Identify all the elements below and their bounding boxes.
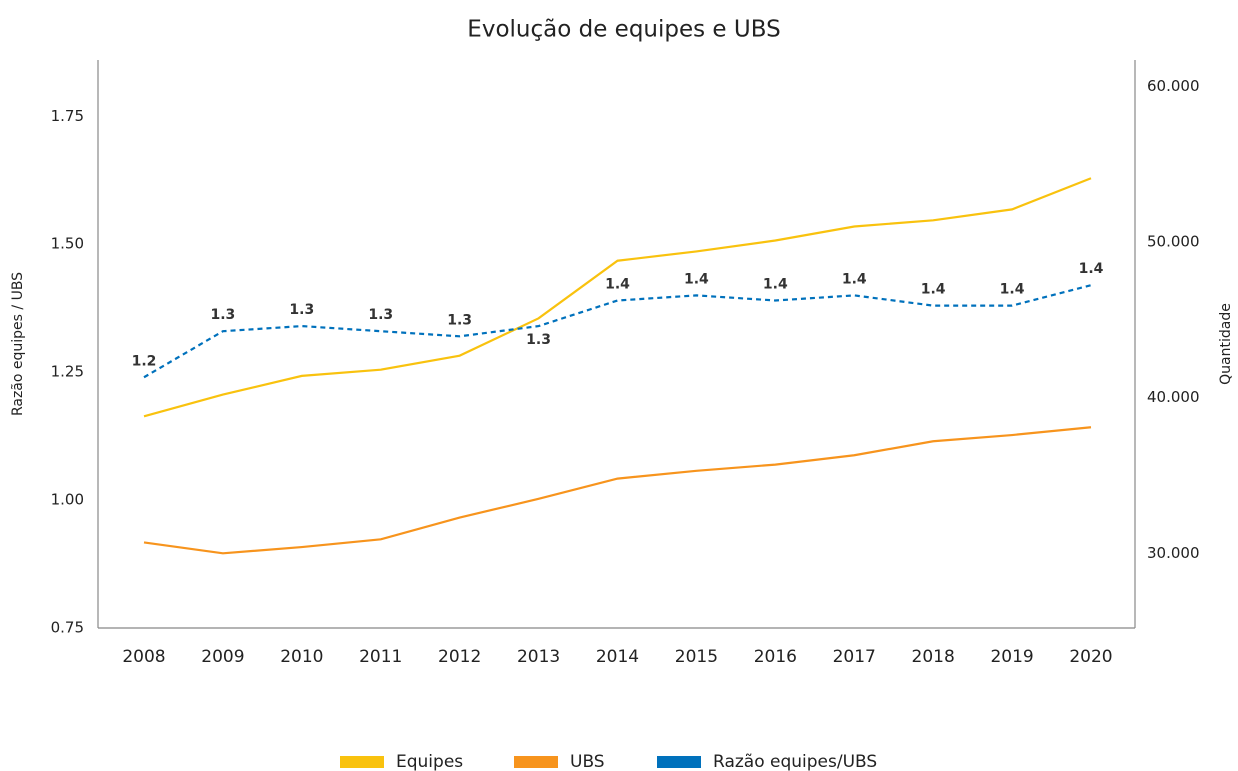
legend-label: Razão equipes/UBS — [713, 752, 877, 771]
x-tick-label: 2020 — [1069, 647, 1112, 667]
y2-tick-label: 30.000 — [1147, 544, 1200, 562]
legend-swatch — [514, 756, 558, 768]
x-tick-label: 2010 — [280, 647, 323, 667]
x-tick-label: 2015 — [675, 647, 718, 667]
x-tick-label: 2016 — [754, 647, 797, 667]
series-line — [143, 177, 1092, 418]
data-label: 1.3 — [289, 302, 314, 318]
y2-tick-label: 60.000 — [1147, 77, 1200, 95]
x-tick-label: 2019 — [990, 647, 1033, 667]
y2-tick-label: 50.000 — [1147, 233, 1200, 251]
legend-label: UBS — [570, 752, 605, 771]
series-line — [143, 284, 1092, 379]
x-tick-label: 2008 — [122, 647, 165, 667]
legend-swatch — [340, 756, 384, 768]
legend-label: Equipes — [396, 752, 463, 771]
x-tick-label: 2014 — [596, 647, 639, 667]
y-tick-label: 1.50 — [51, 235, 84, 253]
chart-title: Evolução de equipes e UBS — [467, 17, 780, 43]
series-line — [143, 426, 1092, 555]
y2-tick-label: 40.000 — [1147, 388, 1200, 406]
data-label: 1.4 — [921, 282, 946, 298]
legend-swatch — [657, 756, 701, 768]
y-tick-label: 1.75 — [51, 107, 84, 125]
x-tick-label: 2013 — [517, 647, 560, 667]
data-label: 1.4 — [684, 271, 709, 287]
y-tick-label: 1.25 — [51, 363, 84, 381]
data-label: 1.4 — [1079, 261, 1104, 277]
data-label: 1.4 — [1000, 282, 1025, 298]
x-tick-label: 2011 — [359, 647, 402, 667]
y-tick-label: 0.75 — [51, 619, 84, 637]
data-label: 1.2 — [132, 353, 157, 369]
x-tick-label: 2018 — [912, 647, 955, 667]
data-label: 1.3 — [368, 307, 393, 323]
data-label: 1.4 — [763, 277, 788, 293]
y-axis-title: Razão equipes / UBS — [10, 272, 26, 416]
data-label: 1.3 — [526, 332, 551, 348]
data-label: 1.4 — [605, 277, 630, 293]
y2-axis-title: Quantidade — [1218, 303, 1234, 385]
data-label: 1.3 — [211, 307, 236, 323]
x-tick-label: 2009 — [201, 647, 244, 667]
data-label: 1.4 — [842, 271, 867, 287]
data-label: 1.3 — [447, 312, 472, 328]
x-tick-label: 2017 — [833, 647, 876, 667]
y-tick-label: 1.00 — [51, 491, 84, 509]
x-tick-label: 2012 — [438, 647, 481, 667]
